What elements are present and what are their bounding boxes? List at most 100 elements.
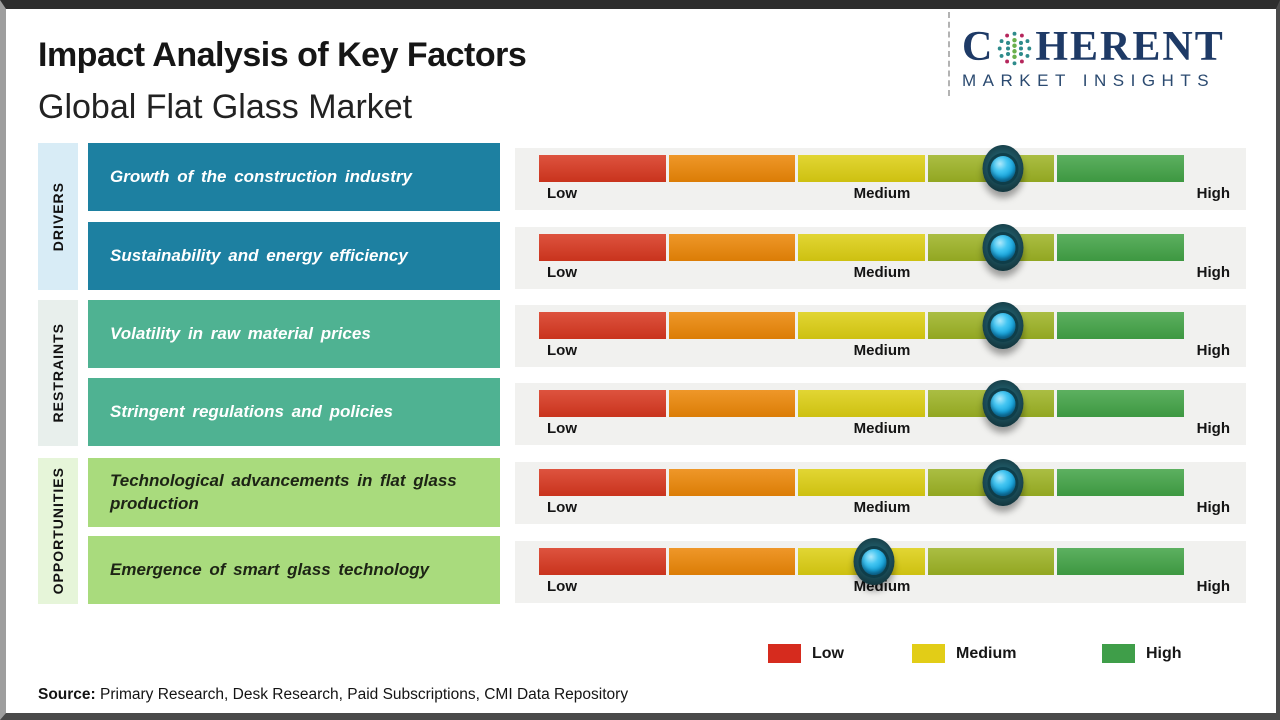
source-prefix: Source: xyxy=(38,686,96,703)
scale-segment xyxy=(1057,390,1184,417)
factor-label: Stringent regulations and policies xyxy=(110,401,393,421)
tick-medium: Medium xyxy=(853,185,911,202)
scale-segment xyxy=(668,155,796,182)
scale-segment xyxy=(539,469,666,496)
factor-box: Volatility in raw material prices xyxy=(88,300,500,368)
source-text: Primary Research, Desk Research, Paid Su… xyxy=(95,686,629,703)
impact-scale-panel: Low Medium High xyxy=(515,145,1246,210)
group-label-opportunities: OPPORTUNITIES xyxy=(50,467,66,595)
tick-medium: Medium xyxy=(853,420,911,437)
impact-scale-bar xyxy=(539,224,1184,271)
legend-label-medium: Medium xyxy=(956,644,1017,662)
scale-segment xyxy=(927,548,1055,575)
impact-knob-core xyxy=(990,234,1016,261)
scale-segment xyxy=(539,312,666,339)
scale-segment xyxy=(668,469,796,496)
scale-segments xyxy=(539,390,1184,417)
impact-knob-core xyxy=(861,548,887,575)
tick-high: High xyxy=(1196,185,1230,202)
legend-swatch-low xyxy=(768,644,801,663)
scale-segment xyxy=(668,234,796,261)
scale-segments xyxy=(539,155,1184,182)
impact-knob xyxy=(853,538,895,585)
logo-wordmark: C xyxy=(962,26,1262,68)
scale-tick-labels: Low Medium High xyxy=(539,185,1230,207)
impact-scale-panel: Low Medium High xyxy=(515,459,1246,524)
scale-segments xyxy=(539,234,1184,261)
impact-scale-bar xyxy=(539,459,1184,506)
tick-high: High xyxy=(1196,264,1230,281)
legend-label-high: High xyxy=(1146,644,1182,662)
factor-box: Growth of the construction industry xyxy=(88,143,500,211)
legend-swatch-high xyxy=(1102,644,1135,663)
tick-medium: Medium xyxy=(853,342,911,359)
factor-box: Technological advancements in flat glass… xyxy=(88,458,500,527)
scale-tick-labels: Low Medium High xyxy=(539,264,1230,286)
scale-segment xyxy=(1057,155,1184,182)
scale-segment xyxy=(539,548,666,575)
scale-segment xyxy=(539,155,666,182)
legend-item-low: Low xyxy=(768,644,844,663)
impact-knob-core xyxy=(990,312,1016,339)
impact-knob-core xyxy=(990,155,1016,182)
page-subtitle: Global Flat Glass Market xyxy=(38,88,413,126)
factor-label: Emergence of smart glass technology xyxy=(110,559,430,579)
factor-label: Technological advancements in flat glass… xyxy=(110,471,457,513)
factor-label: Volatility in raw material prices xyxy=(110,323,371,343)
scale-segment xyxy=(668,390,796,417)
tick-high: High xyxy=(1196,578,1230,595)
factor-label: Growth of the construction industry xyxy=(110,166,412,186)
impact-knob xyxy=(982,224,1024,271)
tick-low: Low xyxy=(547,185,577,202)
factor-box: Sustainability and energy efficiency xyxy=(88,222,500,290)
legend-item-medium: Medium xyxy=(912,644,1016,663)
tick-high: High xyxy=(1196,420,1230,437)
logo-tagline: MARKET INSIGHTS xyxy=(962,71,1216,90)
scale-segment xyxy=(798,390,925,417)
scale-tick-labels: Low Medium High xyxy=(539,342,1230,364)
impact-scale-panel: Low Medium High xyxy=(515,380,1246,445)
logo-divider-line xyxy=(948,12,950,96)
impact-knob-core xyxy=(990,390,1016,417)
scale-segment xyxy=(1057,312,1184,339)
legend-label-low: Low xyxy=(812,644,844,662)
legend-swatch-medium xyxy=(912,644,945,663)
scale-segment xyxy=(539,390,666,417)
scale-segment xyxy=(539,234,666,261)
scale-segment xyxy=(668,312,796,339)
impact-knob xyxy=(982,145,1024,192)
tick-high: High xyxy=(1196,342,1230,359)
impact-scale-bar xyxy=(539,380,1184,427)
tick-medium: Medium xyxy=(853,264,911,281)
impact-scale-panel: Low Medium High xyxy=(515,302,1246,367)
source-line: Source: Primary Research, Desk Research,… xyxy=(38,686,628,704)
logo-globe-icon xyxy=(998,31,1032,65)
scale-tick-labels: Low Medium High xyxy=(539,420,1230,442)
factor-box: Stringent regulations and policies xyxy=(88,378,500,446)
logo-letter-c: C xyxy=(962,24,995,70)
group-strip-opportunities: OPPORTUNITIES xyxy=(38,458,78,604)
tick-low: Low xyxy=(547,499,577,516)
impact-knob xyxy=(982,380,1024,427)
factor-box: Emergence of smart glass technology xyxy=(88,536,500,604)
legend: Low Medium High xyxy=(740,644,1246,672)
logo-letters-herent: HERENT xyxy=(1035,24,1225,70)
page-title: Impact Analysis of Key Factors xyxy=(38,36,527,74)
impact-knob-core xyxy=(990,469,1016,496)
company-logo: C xyxy=(962,26,1262,91)
scale-segment xyxy=(798,155,925,182)
impact-scale-panel: Low Medium High xyxy=(515,538,1246,603)
tick-medium: Medium xyxy=(853,499,911,516)
tick-low: Low xyxy=(547,578,577,595)
impact-scale-bar xyxy=(539,302,1184,349)
scale-segments xyxy=(539,469,1184,496)
impact-scale-bar xyxy=(539,538,1184,585)
group-strip-restraints: RESTRAINTS xyxy=(38,300,78,446)
scale-segment xyxy=(798,469,925,496)
tick-low: Low xyxy=(547,420,577,437)
group-strip-drivers: DRIVERS xyxy=(38,143,78,290)
impact-scale-panel: Low Medium High xyxy=(515,224,1246,289)
tick-low: Low xyxy=(547,342,577,359)
impact-knob xyxy=(982,302,1024,349)
group-label-drivers: DRIVERS xyxy=(50,181,66,252)
